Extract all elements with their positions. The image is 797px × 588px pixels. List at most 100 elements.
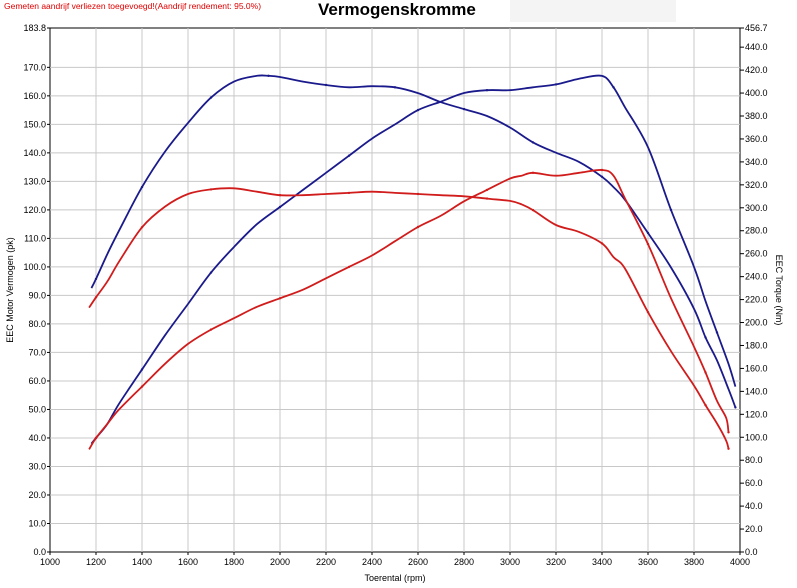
y-left-axis-label: EEC Motor Vermogen (pk) xyxy=(5,237,15,343)
y-left-tick-label: 60.0 xyxy=(28,376,46,386)
series-point xyxy=(531,208,535,212)
series-point xyxy=(612,86,615,89)
y-left-tick-label: 40.0 xyxy=(28,433,46,443)
x-tick-label: 3200 xyxy=(546,557,566,567)
y-right-tick-label: 280.0 xyxy=(745,226,768,236)
series-point xyxy=(324,83,328,87)
series-point xyxy=(646,231,650,235)
header-panel xyxy=(510,0,676,22)
series-point xyxy=(485,188,489,192)
y-right-tick-label: 100.0 xyxy=(745,432,768,442)
x-tick-label: 2800 xyxy=(454,557,474,567)
y-left-tick-labels: 0.0 10.0 20.0 30.0 40.0 50.0 60.0 70.0 80.0 90.0 1… xyxy=(23,23,50,557)
y-right-tick-label: 200.0 xyxy=(745,318,768,328)
series-point xyxy=(393,86,397,89)
series-point xyxy=(462,107,466,111)
y-right-tick-label: 60.0 xyxy=(745,478,763,488)
series-line-3 xyxy=(88,187,730,449)
x-tick-label: 2400 xyxy=(362,557,382,567)
series-point xyxy=(278,194,282,197)
series-point xyxy=(704,403,707,407)
y-right-tick-labels: 0.0 20.0 40.0 60.0 80.0 100.0 120.0 140.0 160.0 1… xyxy=(740,23,768,557)
y-left-tick-label: 80.0 xyxy=(28,319,46,329)
series-point xyxy=(485,197,489,200)
series-point xyxy=(600,242,604,245)
y-right-tick-label: 220.0 xyxy=(745,295,768,305)
series-point xyxy=(416,225,420,229)
y-left-tick-label: 0.0 xyxy=(33,547,46,557)
series-point xyxy=(94,277,98,281)
series-point xyxy=(669,208,673,212)
series-point xyxy=(704,336,707,339)
series-point xyxy=(140,385,144,388)
x-tick-label: 1200 xyxy=(86,557,106,567)
y-right-tick-label: 180.0 xyxy=(745,340,768,350)
series-point xyxy=(94,436,98,440)
y-right-tick-label: 20.0 xyxy=(745,524,763,534)
y-left-tick-label: 160.0 xyxy=(23,91,46,101)
y-left-tick-label: 30.0 xyxy=(28,461,46,471)
x-axis-label: Toerental (rpm) xyxy=(364,573,425,583)
y-right-tick-label: 40.0 xyxy=(745,501,763,511)
series-point xyxy=(554,83,558,86)
y-left-tick-label: 50.0 xyxy=(28,404,46,414)
y-right-tick-label: 80.0 xyxy=(745,455,763,465)
y-right-tick-label: 140.0 xyxy=(745,386,768,396)
y-left-tick-label: 170.0 xyxy=(23,62,46,72)
y-right-tick-label: 400.0 xyxy=(745,88,768,98)
x-tick-label: 2000 xyxy=(270,557,290,567)
grid xyxy=(50,28,740,552)
y-right-tick-label: 300.0 xyxy=(745,203,768,213)
x-tick-label: 1400 xyxy=(132,557,152,567)
chart-title: Vermogenskromme xyxy=(318,0,476,19)
series-point xyxy=(485,89,489,92)
x-tick-label: 3600 xyxy=(638,557,658,567)
series-point xyxy=(140,226,144,229)
series-point xyxy=(209,188,213,191)
y-right-tick-label: 0.0 xyxy=(745,547,758,557)
y-left-tick-label: 120.0 xyxy=(23,205,46,215)
y-right-tick-label: 160.0 xyxy=(745,363,768,373)
y-left-tick-label: 90.0 xyxy=(28,290,46,300)
x-tick-labels: 1000 1200 1400 1600 1800 2000 2200 2400 2600 2800… xyxy=(40,552,750,567)
drive-loss-note: Gemeten aandrijf verliezen toegevoegd!(A… xyxy=(4,1,262,11)
y-left-tick-label: 183.8 xyxy=(23,23,46,33)
x-tick-label: 1600 xyxy=(178,557,198,567)
x-tick-label: 3400 xyxy=(592,557,612,567)
y-right-tick-label: 360.0 xyxy=(745,134,768,144)
y-left-tick-label: 140.0 xyxy=(23,148,46,158)
x-tick-label: 3000 xyxy=(500,557,520,567)
series-point xyxy=(727,447,730,450)
y-right-tick-label: 380.0 xyxy=(745,111,768,121)
x-tick-label: 3800 xyxy=(684,557,704,567)
y-right-tick-label: 420.0 xyxy=(745,65,768,75)
series-point xyxy=(416,192,420,196)
series-point xyxy=(734,406,737,409)
series-point xyxy=(531,141,535,144)
series-lines xyxy=(88,74,737,450)
series-point xyxy=(531,171,535,174)
y-right-tick-label: 320.0 xyxy=(745,180,768,190)
y-left-tick-label: 70.0 xyxy=(28,347,46,357)
series-point xyxy=(347,191,351,195)
series-point xyxy=(209,271,213,274)
series-point xyxy=(600,168,604,172)
series-point xyxy=(267,74,270,78)
series-point xyxy=(140,185,144,189)
series-line-1 xyxy=(90,74,737,408)
y-left-tick-label: 10.0 xyxy=(28,518,46,528)
series-point xyxy=(600,175,604,178)
y-left-tick-label: 130.0 xyxy=(23,176,46,186)
series-point xyxy=(646,242,650,246)
x-tick-label: 2200 xyxy=(316,557,336,567)
x-tick-label: 4000 xyxy=(730,557,750,567)
x-tick-label: 1000 xyxy=(40,557,60,567)
series-line-2 xyxy=(90,74,737,445)
y-right-tick-label: 456.7 xyxy=(745,23,768,33)
series-line-4 xyxy=(88,169,730,450)
series-point xyxy=(140,368,144,371)
series-point xyxy=(727,431,730,434)
y-left-tick-label: 150.0 xyxy=(23,119,46,129)
y-right-tick-label: 120.0 xyxy=(745,409,768,419)
